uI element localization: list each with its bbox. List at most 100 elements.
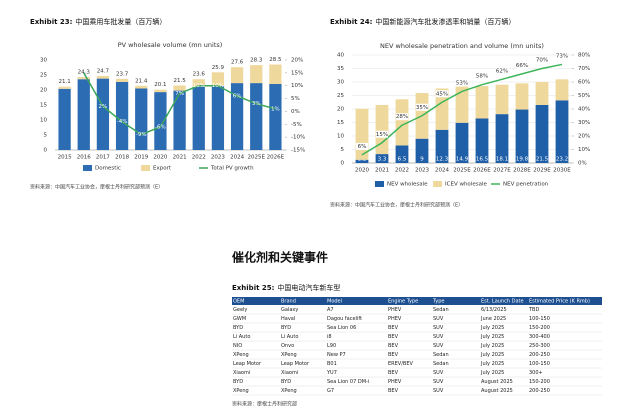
- bar-segment: [115, 78, 129, 82]
- y2-tick-label: 10%: [291, 83, 303, 89]
- line-value-label: 10%: [193, 83, 205, 89]
- table-cell: SUV: [433, 325, 444, 331]
- table-cell: YU7: [326, 370, 337, 376]
- y-tick-label: 5: [341, 147, 345, 153]
- line-value-label: 15%: [376, 132, 388, 138]
- table-cell: SUV: [433, 343, 444, 349]
- label-box: [496, 67, 508, 75]
- total-label: 28.3: [250, 58, 263, 64]
- line-value-label: 45%: [436, 91, 448, 97]
- legend-swatch: [83, 165, 92, 171]
- exhibit-label: Exhibit 23:: [30, 18, 73, 26]
- label-box: [356, 142, 368, 150]
- table-cell: Leap Motor: [281, 361, 310, 367]
- bar-segment: [435, 88, 449, 130]
- bar-segment: [230, 83, 244, 150]
- total-label: 24.7: [97, 68, 110, 74]
- total-label: 21.5: [173, 78, 186, 84]
- exhibit-label: Exhibit 24:: [330, 18, 373, 26]
- y-tick-label: 10: [40, 118, 47, 124]
- x-tick-label: 2016: [77, 155, 91, 161]
- label-box: [376, 130, 388, 138]
- y2-tick-label: 15%: [291, 70, 303, 76]
- x-tick-label: 2022: [395, 168, 409, 174]
- bar-segment: [173, 90, 186, 150]
- table-cell: PHEV: [388, 379, 402, 385]
- line-value-label: -9%: [136, 132, 147, 138]
- table-cell: July 2025: [480, 334, 504, 340]
- y-tick-label: 30: [337, 80, 344, 86]
- line: [361, 63, 563, 156]
- label-box: [396, 113, 408, 121]
- table-header: Engine Type: [388, 299, 418, 305]
- table-cell: 150-200: [529, 379, 550, 385]
- table-cell: SUV: [433, 316, 444, 322]
- x-tick-label: 2023: [415, 168, 429, 174]
- bar-segment: [115, 81, 129, 150]
- legend-label: Export: [153, 166, 172, 172]
- y2-tick-label: 80%: [578, 53, 590, 59]
- y-tick-label: 0: [341, 161, 345, 167]
- x-tick-label: 2018: [115, 155, 129, 161]
- bar-segment: [173, 85, 186, 91]
- bar-segment: [269, 64, 282, 84]
- table-cell: SUV: [433, 370, 444, 376]
- table-cell: PHEV: [388, 307, 402, 313]
- table-cell: i8: [327, 334, 332, 340]
- table-cell: August 2025: [481, 388, 513, 394]
- table-cell: BEV: [388, 352, 399, 358]
- y2-tick-label: -10%: [291, 135, 305, 141]
- line-value-label: 70%: [536, 58, 548, 64]
- bar-value-label: 18.1: [496, 157, 508, 163]
- y-tick-label: 15: [40, 103, 47, 109]
- total-label: 21.4: [135, 78, 148, 84]
- label-box: [556, 52, 568, 60]
- legend-label: NEV wholesale: [387, 182, 428, 188]
- bar-segment: [58, 88, 71, 150]
- table-cell: XPeng: [233, 388, 249, 394]
- line-value-label: 73%: [556, 53, 568, 59]
- table-cell: 250-300: [529, 343, 550, 349]
- bar-value-label: 6.5: [398, 157, 407, 163]
- x-tick-label: 2024: [230, 155, 244, 161]
- bar-segment: [475, 86, 489, 119]
- y2-tick-label: 0%: [291, 109, 300, 115]
- bar-value-label: 3.3: [378, 157, 387, 163]
- legend-label: Domestic: [95, 166, 121, 172]
- bar-segment: [269, 84, 282, 150]
- line-value-label: 6%: [233, 94, 242, 100]
- x-tick-label: 2021: [173, 155, 187, 161]
- bar-segment: [211, 85, 225, 150]
- table-cell: 300+: [529, 370, 543, 376]
- table-cell: Geely: [233, 307, 247, 313]
- table-cell: Onvo: [281, 343, 294, 349]
- line-value-label: 1%: [271, 106, 280, 112]
- table-cell: Sedan: [433, 307, 449, 313]
- source-note: 资料来源：中国汽车工业协会，摩根士丹利研究部预测（E）: [30, 184, 163, 191]
- bar-segment: [555, 100, 569, 163]
- x-tick-label: 2022: [192, 155, 206, 161]
- table-cell: SUV: [433, 334, 444, 340]
- bar-segment: [230, 67, 244, 84]
- table-cell: BYD: [281, 379, 291, 385]
- table-cell: PHEV: [388, 316, 402, 322]
- table-cell: Sea Lion 06: [327, 325, 356, 331]
- table-cell: BEV: [388, 343, 399, 349]
- x-tick-label: 2015: [58, 155, 72, 161]
- bar-segment: [455, 122, 469, 163]
- table-cell: BEV: [388, 388, 399, 394]
- y2-tick-label: 50%: [578, 93, 590, 99]
- bar-value-label: 14.9: [456, 157, 469, 163]
- table-cell: BYD: [281, 325, 291, 331]
- table-cell: BEV: [388, 325, 399, 331]
- bar-value-label: 23.2: [556, 157, 568, 163]
- bar-segment: [395, 145, 409, 163]
- bar-segment: [192, 79, 205, 87]
- bar-segment: [58, 86, 71, 89]
- y2-tick-label: 20%: [291, 58, 303, 64]
- table-cell: July 2025: [480, 370, 504, 376]
- table-cell: Sedan: [433, 361, 449, 367]
- total-label: 25.9: [212, 65, 225, 71]
- bar-segment: [515, 83, 529, 110]
